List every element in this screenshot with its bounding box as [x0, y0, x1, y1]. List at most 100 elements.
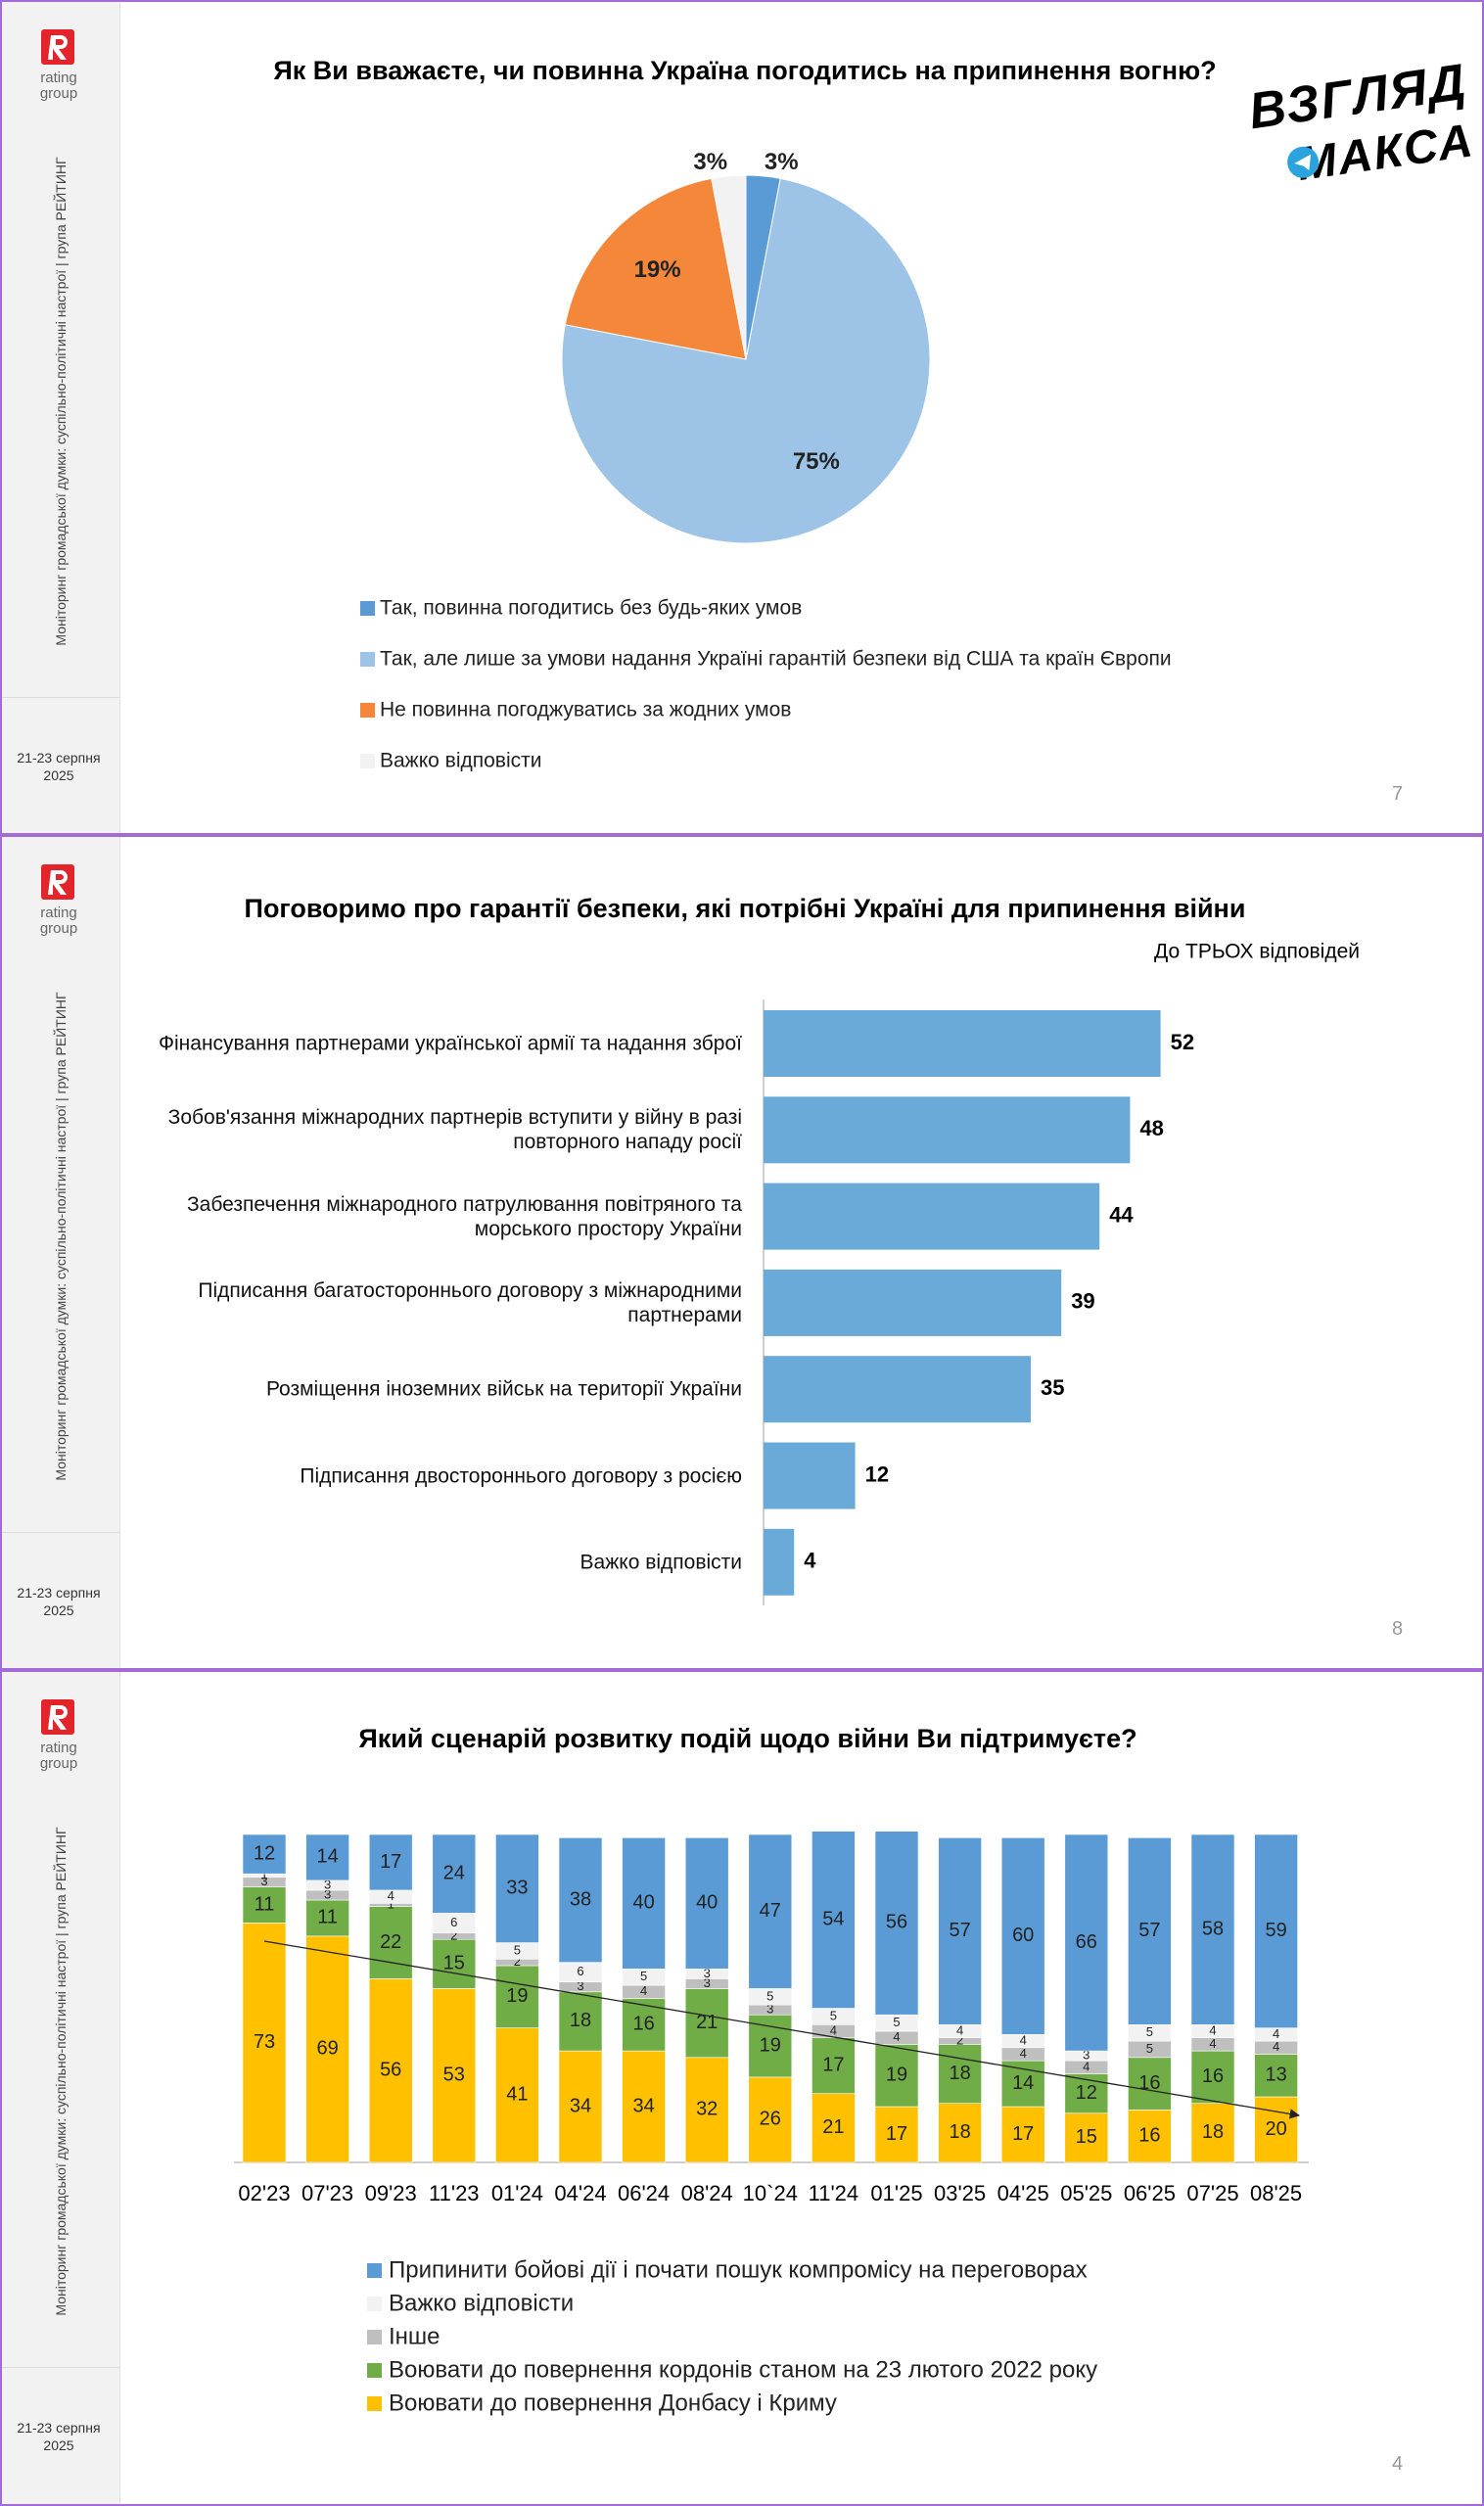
bar-segment — [432, 1833, 477, 1914]
trend-arrow — [263, 1940, 1301, 2119]
x-tick-label: 02'23 — [238, 2181, 290, 2205]
bar-segment — [1128, 1837, 1172, 2025]
legend-marker — [367, 2330, 382, 2344]
data-label: 5 — [1146, 2041, 1153, 2056]
chart: Який сценарій розвитку подій щодо війни … — [234, 1724, 1309, 2416]
data-label: 33 — [506, 1878, 528, 1899]
data-label: 3 — [324, 1886, 331, 1901]
data-label: 35 — [1041, 1375, 1064, 1400]
data-label: 5 — [830, 2008, 837, 2022]
data-label: 17 — [380, 1851, 401, 1873]
chart: Поговоримо про гарантії безпеки, які пот… — [245, 894, 1360, 1605]
sidebar: rating group Моніторинг громадської думк… — [2, 2, 120, 833]
data-label: 4 — [956, 2022, 963, 2037]
logo-mark — [41, 29, 74, 65]
data-label: 20 — [1265, 2118, 1286, 2140]
legend-label: Так, але лише за умови надання Україні г… — [380, 648, 1172, 671]
data-label: 18 — [949, 2121, 970, 2143]
date: 21-23 серпня — [17, 750, 101, 766]
data-label: 59 — [1265, 1920, 1286, 1941]
legend-marker — [367, 2363, 382, 2378]
data-label: 4 — [1273, 2039, 1279, 2054]
y-tick-label: Зобов'язання міжнародних партнерів вступ… — [167, 1106, 742, 1154]
data-label: 4 — [804, 1549, 816, 1573]
data-label: 5 — [1146, 2024, 1153, 2039]
bar-segment — [1064, 2073, 1109, 2114]
data-label: 40 — [696, 1892, 718, 1914]
data-label: 11 — [317, 1907, 338, 1928]
page-number: 7 — [1392, 783, 1404, 805]
legend-label: Важко відповісти — [389, 2290, 574, 2316]
data-label: 53 — [443, 2065, 465, 2086]
bar-segment — [622, 2050, 666, 2163]
data-label: 22 — [380, 1931, 401, 1953]
chart-title: Який сценарій розвитку подій щодо війни … — [358, 1724, 1136, 1753]
data-label: 4 — [1209, 2036, 1216, 2051]
data-label: 58 — [1202, 1918, 1224, 1939]
bar-segment — [1254, 2096, 1298, 2163]
data-label: 2 — [514, 1954, 521, 1969]
y-tick-label: Підписання двостороннього договору з рос… — [300, 1464, 742, 1487]
bar-segment — [1064, 1833, 1109, 2052]
data-label: 52 — [1171, 1030, 1194, 1054]
data-label: 40 — [632, 1892, 654, 1914]
data-label: 14 — [316, 1846, 338, 1868]
bar — [764, 1528, 795, 1596]
data-label: 1 — [388, 1896, 394, 1911]
bar-segment — [1190, 2050, 1235, 2105]
legend-label: Інше — [389, 2323, 441, 2349]
y-tick-label: Підписання багатостороннього договору з … — [198, 1278, 742, 1326]
bar — [764, 1010, 1161, 1077]
legend-marker — [367, 2263, 382, 2278]
bar-segment — [305, 1833, 349, 1881]
date: 21-23 серпня — [17, 2420, 101, 2436]
divider — [2, 2367, 119, 2368]
logo-text: group — [39, 920, 78, 937]
data-label: 3 — [260, 1874, 267, 1888]
data-label: 3 — [704, 1966, 711, 1980]
data-label: 17 — [886, 2123, 907, 2145]
data-label: 19% — [634, 256, 681, 283]
x-tick-label: 01'24 — [491, 2181, 543, 2205]
data-label: 18 — [1202, 2121, 1224, 2143]
logo-mark — [41, 1699, 74, 1735]
x-tick-label: 07'23 — [301, 2181, 353, 2205]
bar-segment — [684, 2057, 729, 2163]
x-tick-label: 05'25 — [1060, 2181, 1112, 2205]
bar — [764, 1356, 1031, 1423]
data-label: 18 — [949, 2063, 970, 2084]
data-label: 26 — [760, 2109, 781, 2130]
date: 2025 — [43, 767, 74, 783]
data-label: 48 — [1139, 1116, 1163, 1140]
bar-segment — [305, 1899, 349, 1937]
bar-segment — [495, 2027, 539, 2163]
y-tick-label: Фінансування партнерами української армі… — [159, 1032, 742, 1055]
date: 2025 — [43, 2437, 74, 2453]
data-label: 4 — [1209, 2022, 1216, 2037]
bar-segment — [812, 1831, 856, 2009]
data-label: 41 — [506, 2084, 528, 2106]
x-tick-label: 06'24 — [618, 2181, 670, 2205]
data-label: 57 — [949, 1920, 970, 1941]
chart-title: Поговоримо про гарантії безпеки, які пот… — [245, 894, 1246, 923]
bar-segment — [495, 1965, 539, 2028]
bar-segment — [938, 2103, 982, 2163]
data-label: 2 — [956, 2032, 963, 2047]
data-label: 11 — [255, 1893, 275, 1915]
legend-label: Воювати до повернення Донбасу і Криму — [389, 2390, 837, 2416]
bar-segment — [1254, 2054, 1298, 2098]
legend-marker — [367, 2297, 382, 2311]
bar-segment — [242, 1886, 287, 1924]
data-label: 56 — [886, 1912, 907, 1933]
data-label: 17 — [822, 2054, 844, 2075]
bar-segment — [368, 1833, 413, 1891]
logo-text: rating — [40, 1740, 77, 1756]
x-tick-label: 07'25 — [1186, 2181, 1238, 2205]
x-tick-label: 04'25 — [997, 2181, 1049, 2205]
chart-title: Як Ви вважаєте, чи повинна Україна погод… — [273, 56, 1216, 85]
data-label: 16 — [1202, 2065, 1224, 2087]
data-label: 18 — [570, 2010, 591, 2031]
data-label: 24 — [443, 1862, 465, 1883]
pie-slice — [564, 177, 747, 360]
